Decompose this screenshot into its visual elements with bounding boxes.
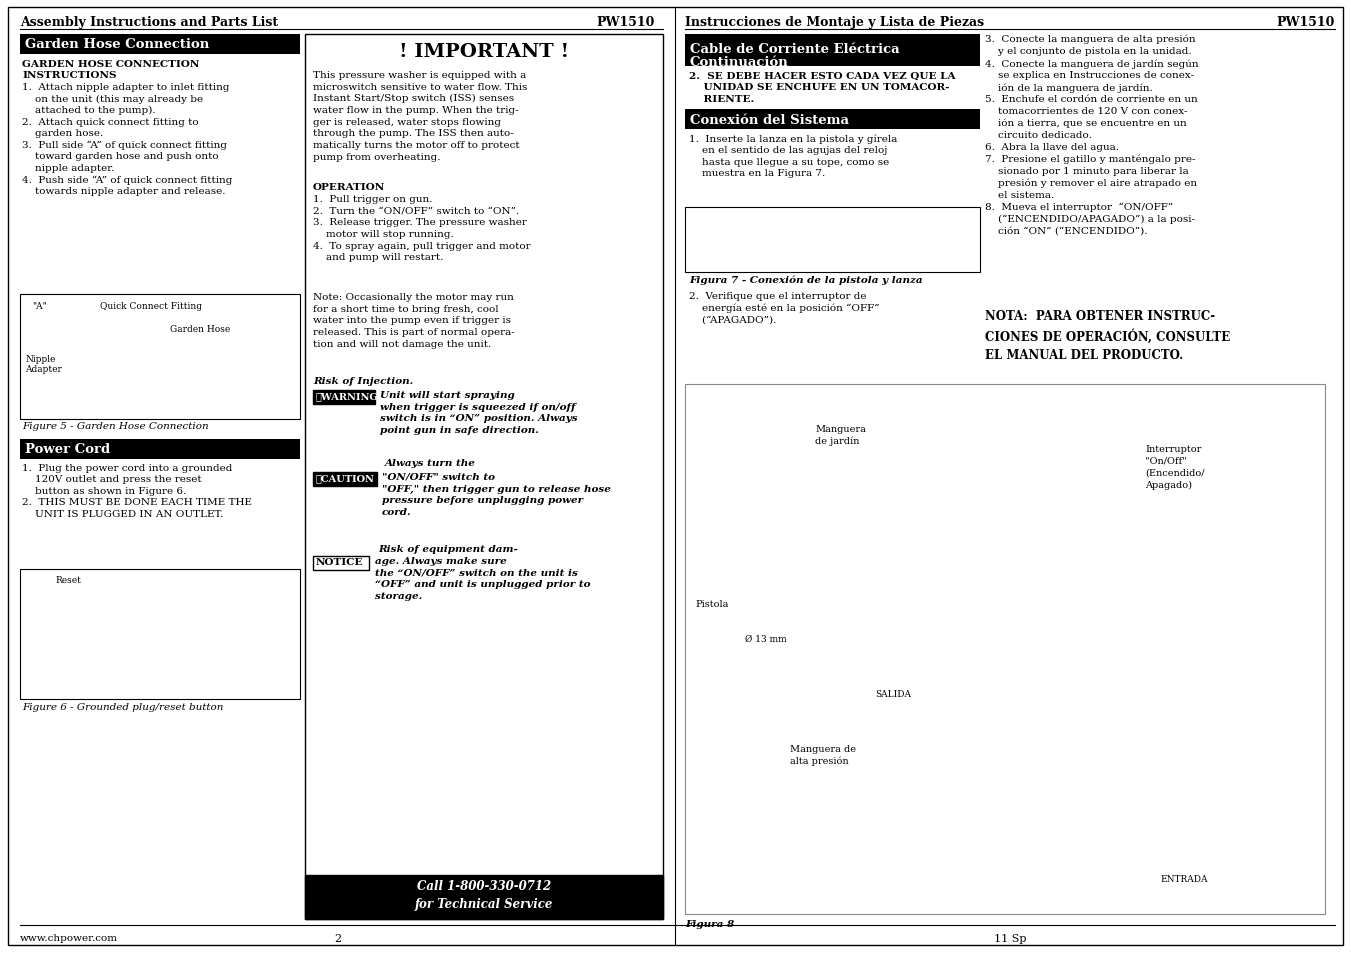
Bar <box>685 208 979 273</box>
Text: Nipple: Nipple <box>26 355 55 364</box>
Text: 1.  Pull trigger on gun.
2.  Turn the “ON/OFF” switch to “ON”.
3.  Release trigg: 1. Pull trigger on gun. 2. Turn the “ON/… <box>313 194 531 262</box>
Text: Figura 7 - Conexión de la pistola y lanza: Figura 7 - Conexión de la pistola y lanz… <box>689 275 923 285</box>
Text: NOTA:  PARA OBTENER INSTRUC-
CIONES DE OPERACIÓN, CONSULTE
EL MANUAL DEL PRODUCT: NOTA: PARA OBTENER INSTRUC- CIONES DE OP… <box>985 310 1231 361</box>
Text: GARDEN HOSE CONNECTION
INSTRUCTIONS: GARDEN HOSE CONNECTION INSTRUCTIONS <box>22 60 200 80</box>
Text: 1.  Attach nipple adapter to inlet fitting
    on the unit (this may already be
: 1. Attach nipple adapter to inlet fittin… <box>22 83 232 196</box>
Text: (Encendido/: (Encendido/ <box>1146 469 1205 477</box>
Bar <box>20 294 300 419</box>
Bar <box>305 35 663 919</box>
Text: Garden Hose Connection: Garden Hose Connection <box>26 38 209 51</box>
Text: Instrucciones de Montaje y Lista de Piezas: Instrucciones de Montaje y Lista de Piez… <box>685 16 984 29</box>
Text: NOTICE: NOTICE <box>316 558 363 566</box>
Text: Cable de Corriente Eléctrica: Cable de Corriente Eléctrica <box>690 43 900 56</box>
Bar <box>313 557 369 571</box>
Text: for Technical Service: for Technical Service <box>415 897 553 910</box>
Bar <box>685 385 1325 914</box>
Text: OPERATION: OPERATION <box>313 183 385 192</box>
Bar <box>313 391 376 405</box>
Text: Apagado): Apagado) <box>1146 480 1192 490</box>
Text: Reset: Reset <box>55 576 81 584</box>
Text: Manguera: Manguera <box>815 424 866 434</box>
Text: Figura 8: Figura 8 <box>685 919 734 928</box>
Text: ENTRADA: ENTRADA <box>1161 874 1208 883</box>
Text: "On/Off": "On/Off" <box>1146 456 1186 465</box>
Text: Unit will start spraying
when trigger is squeezed if on/off
switch is in “ON” po: Unit will start spraying when trigger is… <box>380 391 578 435</box>
Text: ! IMPORTANT !: ! IMPORTANT ! <box>399 43 569 61</box>
Text: This pressure washer is equipped with a
microswitch sensitive to water flow. Thi: This pressure washer is equipped with a … <box>313 71 527 162</box>
Text: Figure 5 - Garden Hose Connection: Figure 5 - Garden Hose Connection <box>22 421 208 431</box>
Text: Call 1-800-330-0712: Call 1-800-330-0712 <box>417 879 551 892</box>
Text: Figure 6 - Grounded plug/reset button: Figure 6 - Grounded plug/reset button <box>22 702 223 711</box>
Text: Note: Occasionally the motor may run
for a short time to bring fresh, cool
water: Note: Occasionally the motor may run for… <box>313 293 515 348</box>
Text: PW1510: PW1510 <box>597 16 655 29</box>
Text: Adapter: Adapter <box>26 365 62 374</box>
Text: SALIDA: SALIDA <box>875 689 911 699</box>
Text: 2.  SE DEBE HACER ESTO CADA VEZ QUE LA
    UNIDAD SE ENCHUFE EN UN TOMACOR-
    : 2. SE DEBE HACER ESTO CADA VEZ QUE LA UN… <box>689 71 955 104</box>
Text: PW1510: PW1510 <box>1277 16 1335 29</box>
Text: Always turn the: Always turn the <box>385 458 476 468</box>
Bar <box>685 35 979 67</box>
Bar <box>305 875 663 919</box>
Bar <box>20 569 300 700</box>
Text: www.chpower.com: www.chpower.com <box>20 933 118 942</box>
Text: Garden Hose: Garden Hose <box>170 325 230 334</box>
Text: "ON/OFF" switch to
"OFF," then trigger gun to release hose
pressure before unplu: "ON/OFF" switch to "OFF," then trigger g… <box>382 473 611 517</box>
Text: 3.  Conecte la manguera de alta presión
    y el conjunto de pistola en la unida: 3. Conecte la manguera de alta presión y… <box>985 35 1198 235</box>
Text: Pistola: Pistola <box>694 599 728 608</box>
Text: Continuación: Continuación <box>690 56 789 69</box>
Bar <box>20 439 300 459</box>
Text: alta presión: alta presión <box>790 757 848 765</box>
Text: ⚠WARNING: ⚠WARNING <box>316 392 378 400</box>
Text: Manguera de: Manguera de <box>790 744 857 753</box>
Text: Risk of equipment dam-: Risk of equipment dam- <box>378 544 517 554</box>
Text: Quick Connect Fitting: Quick Connect Fitting <box>100 302 203 311</box>
Text: Power Cord: Power Cord <box>26 443 111 456</box>
Text: 2: 2 <box>335 933 342 943</box>
Text: de jardín: de jardín <box>815 436 859 446</box>
Bar <box>685 110 979 130</box>
Text: 11 Sp: 11 Sp <box>994 933 1027 943</box>
Text: 2.  Verifique que el interruptor de
    energía esté en la posición “OFF”
    (“: 2. Verifique que el interruptor de energ… <box>689 292 880 325</box>
Bar <box>313 473 377 486</box>
Text: 1.  Plug the power cord into a grounded
    120V outlet and press the reset
    : 1. Plug the power cord into a grounded 1… <box>22 463 253 518</box>
Text: "A": "A" <box>32 302 47 311</box>
Text: Interruptor: Interruptor <box>1146 444 1201 454</box>
Text: Ø 13 mm: Ø 13 mm <box>744 635 786 643</box>
Text: Risk of Injection.: Risk of Injection. <box>313 376 413 386</box>
Bar <box>20 35 300 55</box>
Text: Assembly Instructions and Parts List: Assembly Instructions and Parts List <box>20 16 278 29</box>
Text: 1.  Inserte la lanza en la pistola y gírela
    en el sentido de las agujas del : 1. Inserte la lanza en la pistola y gíre… <box>689 133 897 178</box>
Text: age. Always make sure
the “ON/OFF” switch on the unit is
“OFF” and unit is unplu: age. Always make sure the “ON/OFF” switc… <box>376 557 590 600</box>
Text: Conexión del Sistema: Conexión del Sistema <box>690 113 848 127</box>
Text: ⚠CAUTION: ⚠CAUTION <box>316 474 374 482</box>
